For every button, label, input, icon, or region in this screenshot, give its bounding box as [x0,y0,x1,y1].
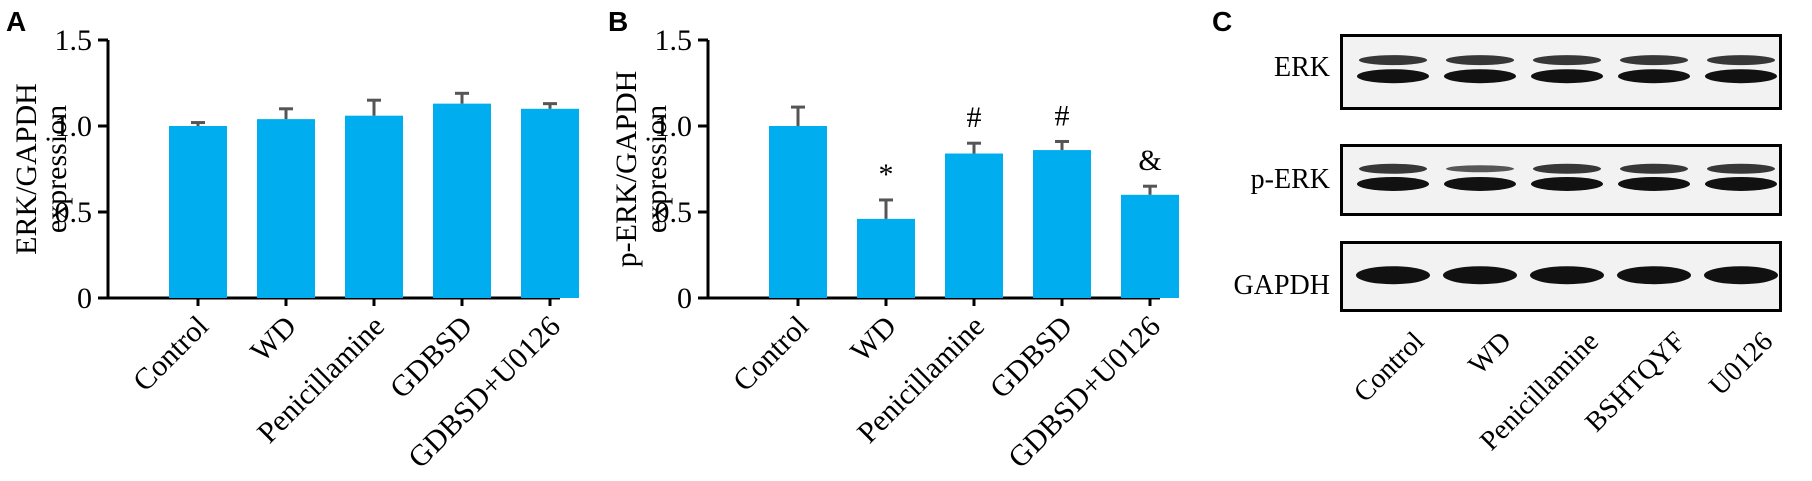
chart-a-bar [169,126,227,298]
blot-label-gapdh: GAPDH [1233,270,1330,301]
chart-a-x-tick-label: Control [127,310,215,398]
blot-band [1356,266,1430,285]
chart-a-bar [521,108,579,298]
blot-lane-label: U0126 [1703,326,1779,402]
chart-b-bar [945,153,1003,298]
blot-band [1530,266,1604,285]
chart-b-y-tick-label: 0.5 [655,196,693,229]
blot-band [1357,176,1429,191]
chart-a-x-tick-label: GDBSD+U0126 [402,310,567,475]
chart-b-significance-mark: * [879,158,894,191]
blot-band [1444,176,1516,191]
blot-band [1704,266,1778,285]
blot-label-erk: ERK [1274,52,1330,83]
chart-b-bar [1033,150,1091,298]
blot-lane-label: WD [1463,326,1518,381]
chart-b-x-tick-label: Control [727,310,815,398]
chart-a-bar [257,119,315,299]
chart-b-y-tick-label: 1.5 [655,24,693,57]
chart-b-bar [769,126,827,298]
blot-band [1707,55,1775,66]
panel-letter-a: A [6,6,27,37]
blot-strip-gapdh [1340,241,1782,312]
blot-band [1446,55,1514,66]
chart-b-significance-mark: # [1055,99,1070,132]
chart-a-y-axis-label-2: expression [40,105,73,233]
blot-band [1707,163,1775,174]
chart-a-y-tick-label: 0.5 [55,196,93,229]
panel-letter-c: C [1212,6,1233,37]
blot-band [1533,163,1601,174]
blot-band [1446,165,1514,173]
blot-label-p-erk: p-ERK [1250,164,1330,195]
blot-band [1443,266,1517,285]
blot-band [1531,176,1603,191]
chart-a-x-tick-label: WD [244,310,303,369]
blot-lane-label: Control [1348,326,1431,409]
chart-a-bar [345,115,403,299]
blot-band [1620,163,1688,174]
blot-band [1359,163,1427,174]
blot-band [1705,176,1777,191]
blot-band [1705,69,1777,84]
chart-a-y-tick-label: 1.0 [55,110,93,143]
blot-band [1618,176,1690,191]
chart-b-y-tick-label: 0 [677,282,692,315]
chart-b-x-tick-label: WD [844,310,903,369]
chart-b-bar [1121,194,1179,298]
blot-band [1533,55,1601,66]
chart-b-y-tick-label: 1.0 [655,110,693,143]
chart-b-x-tick-label: GDBSD+U0126 [1002,310,1167,475]
blot-band [1359,55,1427,66]
chart-b-bar [857,218,915,298]
blot-band [1620,55,1688,66]
blot-band [1444,69,1516,84]
blot-band [1617,266,1691,285]
blot-strip-erk [1340,34,1782,110]
blot-band [1357,69,1429,84]
chart-b-y-axis-label-2: expression [640,105,673,233]
chart-b-y-axis-label: p-ERK/GAPDH [610,71,643,268]
chart-b-significance-mark: # [967,101,982,134]
blot-band [1618,69,1690,84]
chart-b-significance-mark: & [1138,144,1161,177]
panel-letter-b: B [608,6,629,37]
chart-a-y-axis-label: ERK/GAPDH [10,83,43,255]
chart-a-y-tick-label: 1.5 [55,24,93,57]
blot-band [1531,69,1603,84]
chart-a-y-tick-label: 0 [77,282,92,315]
blot-strip-p-erk [1340,144,1782,216]
chart-a-bar [433,103,491,298]
